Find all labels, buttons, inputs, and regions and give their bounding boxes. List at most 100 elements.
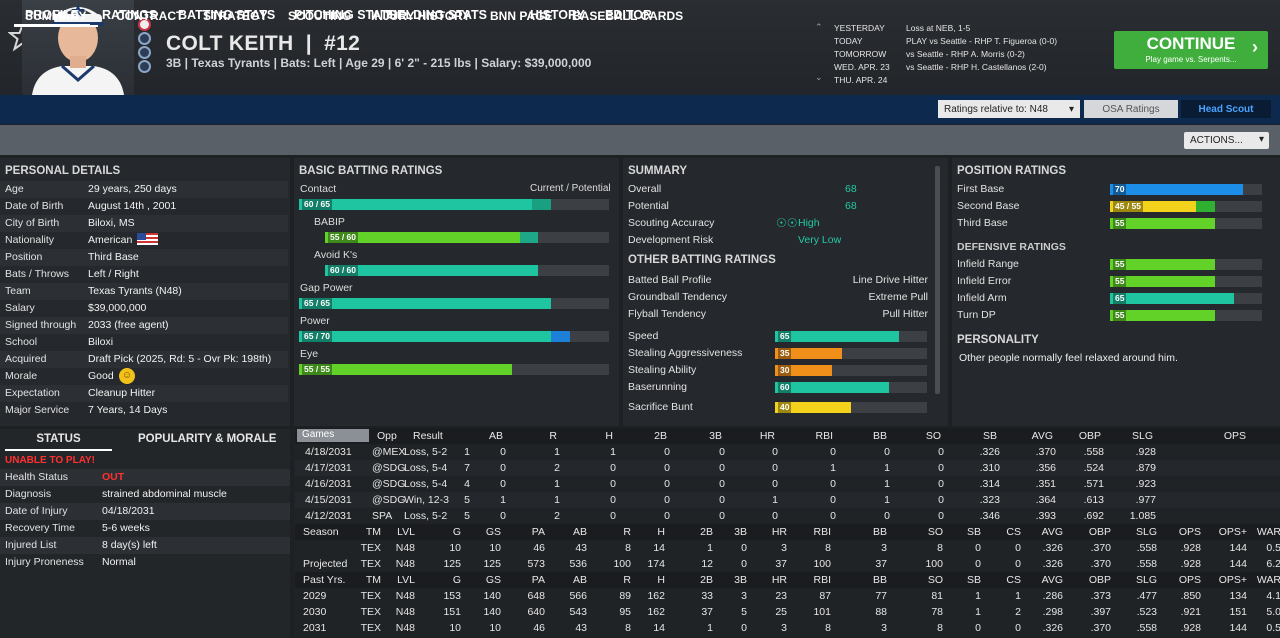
column-header[interactable]: WAR bbox=[1256, 526, 1280, 538]
column-header[interactable]: HR bbox=[771, 526, 787, 538]
column-header[interactable]: GS bbox=[485, 574, 501, 586]
chevron-down-icon[interactable]: ⌄ bbox=[815, 72, 823, 82]
chevron-up-icon[interactable]: ⌃ bbox=[815, 22, 823, 32]
column-header[interactable]: OBP bbox=[1088, 526, 1111, 538]
schedule-game[interactable] bbox=[906, 74, 1106, 87]
column-header[interactable]: R bbox=[623, 526, 631, 538]
column-header[interactable]: RBI bbox=[813, 574, 831, 586]
tab-ratings[interactable]: RATINGS bbox=[102, 8, 158, 22]
column-header[interactable]: RBI bbox=[815, 430, 833, 442]
tab-batting-stats[interactable]: BATTING STATS bbox=[178, 8, 276, 22]
column-header[interactable]: OPS+ bbox=[1218, 574, 1247, 586]
table-row[interactable]: 2029 TEX N48 153 140 648 566 89 162 33 3 23 87 77 81 1 1… bbox=[295, 588, 1280, 604]
column-header[interactable]: OPS bbox=[1178, 526, 1201, 538]
column-header[interactable]: BB bbox=[872, 526, 887, 538]
column-header[interactable]: AVG bbox=[1041, 574, 1063, 586]
schedule-game[interactable]: vs Seattle - RHP A. Morris (0-2) bbox=[906, 49, 1025, 59]
column-header[interactable]: Past Yrs. bbox=[303, 574, 346, 586]
column-header[interactable]: AB bbox=[572, 574, 587, 586]
games-dropdown[interactable]: Games bbox=[297, 429, 369, 442]
ratings-relative-select[interactable]: Ratings relative to: N48 ▾ bbox=[938, 100, 1080, 118]
column-header[interactable]: PA bbox=[531, 574, 545, 586]
column-header[interactable]: Result bbox=[413, 430, 443, 442]
column-header[interactable]: R bbox=[623, 574, 631, 586]
column-header[interactable]: BB bbox=[872, 430, 887, 442]
table-row[interactable]: 4/18/2031 @MEX Loss, 5-2 1 0 1 1 0 0 0 0 0 0 .326 .370… bbox=[295, 444, 1280, 460]
tab-popularity-morale[interactable]: POPULARITY & MORALE bbox=[138, 433, 277, 445]
column-header[interactable]: SLG bbox=[1131, 430, 1153, 442]
column-header[interactable]: SLG bbox=[1135, 574, 1157, 586]
column-header[interactable]: 3B bbox=[734, 526, 747, 538]
tab-editor[interactable]: EDITOR bbox=[605, 8, 652, 22]
table-row[interactable]: 2031 TEX N48 10 10 46 43 8 14 1 0 3 8 3 8 0 0.326.370.55… bbox=[295, 620, 1280, 636]
column-header[interactable]: G bbox=[452, 574, 461, 586]
column-header[interactable]: HR bbox=[759, 430, 775, 442]
column-header[interactable]: 2B bbox=[700, 574, 713, 586]
tab-summary[interactable]: SUMMARY bbox=[14, 9, 98, 27]
column-header[interactable]: LVL bbox=[397, 526, 415, 538]
schedule-game[interactable]: PLAY vs Seattle - RHP T. Figueroa (0-0) bbox=[906, 36, 1058, 46]
column-header[interactable]: 2B bbox=[654, 430, 667, 442]
column-header[interactable]: SLG bbox=[1135, 526, 1157, 538]
column-header[interactable]: OPS bbox=[1178, 574, 1201, 586]
column-header[interactable]: HR bbox=[771, 574, 787, 586]
column-header[interactable]: AVG bbox=[1041, 526, 1063, 538]
column-header[interactable]: OPS bbox=[1223, 430, 1246, 442]
column-header[interactable]: H bbox=[605, 430, 613, 442]
scrollbar[interactable] bbox=[935, 166, 940, 394]
column-header[interactable]: Opp bbox=[377, 430, 397, 442]
column-header[interactable]: RBI bbox=[813, 526, 831, 538]
tab-fielding-stats[interactable]: FIELDING STATS bbox=[386, 8, 487, 22]
tab-injury-history[interactable]: INJURY HISTORY bbox=[371, 9, 471, 23]
column-header[interactable]: BB bbox=[872, 574, 887, 586]
table-row[interactable]: 4/17/2031 @SDG Loss, 5-4 7 0 2 0 0 0 0 1 1 0 .310 .356… bbox=[295, 460, 1280, 476]
column-header[interactable]: TM bbox=[365, 526, 381, 538]
column-header[interactable]: PA bbox=[531, 526, 545, 538]
table-row[interactable]: 4/15/2031 @SDG Win, 12-3 5 1 1 0 0 0 1 0 1 0 .323 .364… bbox=[295, 492, 1280, 508]
column-header[interactable]: OPS+ bbox=[1218, 526, 1247, 538]
column-header[interactable]: GS bbox=[485, 526, 501, 538]
column-header[interactable]: TM bbox=[365, 574, 381, 586]
column-header[interactable]: 2B bbox=[700, 526, 713, 538]
actions-dropdown[interactable]: ACTIONS... ▾ bbox=[1184, 132, 1269, 149]
column-header[interactable]: R bbox=[549, 430, 557, 442]
column-header[interactable]: H bbox=[657, 574, 665, 586]
column-header[interactable]: CS bbox=[1006, 526, 1021, 538]
tab-scouting[interactable]: SCOUTING bbox=[288, 9, 352, 23]
tab-bnn-page[interactable]: BNN PAGE bbox=[490, 9, 553, 23]
column-header[interactable]: SO bbox=[925, 430, 941, 442]
column-header[interactable]: AB bbox=[572, 526, 587, 538]
column-header[interactable]: SB bbox=[982, 430, 997, 442]
column-header[interactable]: SB bbox=[966, 526, 981, 538]
column-header[interactable]: AB bbox=[488, 430, 503, 442]
head-scout-button[interactable]: Head Scout bbox=[1181, 100, 1271, 118]
column-header[interactable]: LVL bbox=[397, 574, 415, 586]
column-header[interactable]: SB bbox=[966, 574, 981, 586]
column-header[interactable]: OBP bbox=[1078, 430, 1101, 442]
schedule-game[interactable]: vs Seattle - RHP H. Castellanos (2-0) bbox=[906, 62, 1047, 72]
column-header[interactable]: CS bbox=[1006, 574, 1021, 586]
table-row[interactable]: 2030 TEX N48 151 140 640 543 95 162 37 5 25 101 88 78 1… bbox=[295, 604, 1280, 620]
table-row[interactable]: 4/16/2031 @SDG Loss, 5-4 4 0 1 0 0 0 0 0 1 0 .314 .351… bbox=[295, 476, 1280, 492]
osa-ratings-button[interactable]: OSA Ratings bbox=[1084, 100, 1178, 118]
column-header[interactable]: H bbox=[657, 526, 665, 538]
table-row[interactable]: 4/12/2031 SPA Loss, 5-2 5 0 2 0 0 0 0 0 0 0 .346 .393.… bbox=[295, 508, 1280, 524]
column-header[interactable]: AVG bbox=[1031, 430, 1053, 442]
tab-status[interactable]: STATUS bbox=[5, 433, 112, 451]
column-header[interactable]: WAR bbox=[1256, 574, 1280, 586]
continue-button[interactable]: CONTINUE Play game vs. Serpents... › bbox=[1114, 31, 1268, 69]
column-header[interactable]: Season bbox=[303, 526, 339, 538]
column-header[interactable]: OBP bbox=[1088, 574, 1111, 586]
tab-baseball-cards[interactable]: BASEBALL CARDS bbox=[572, 9, 684, 23]
table-row[interactable]: TEX N48 10 10 46 43 8 14 1 0 3 8 3 8 0 0.326.370.558.92… bbox=[295, 540, 1280, 556]
tab-history[interactable]: HISTORY bbox=[530, 8, 585, 22]
detail-value[interactable]: Biloxi bbox=[88, 336, 114, 348]
column-header[interactable]: 3B bbox=[734, 574, 747, 586]
tab-strategy[interactable]: STRATEGY bbox=[203, 9, 268, 23]
column-header[interactable]: SO bbox=[927, 526, 943, 538]
tab-pitching-stats[interactable]: PITCHING STATS bbox=[294, 8, 397, 22]
column-header[interactable]: SO bbox=[927, 574, 943, 586]
column-header[interactable]: 3B bbox=[709, 430, 722, 442]
table-row[interactable]: Projected TEX N48 125 125 573 536 100 174 12 0 37 10… bbox=[295, 556, 1280, 572]
detail-value[interactable]: Texas Tyrants (N48) bbox=[88, 285, 182, 297]
